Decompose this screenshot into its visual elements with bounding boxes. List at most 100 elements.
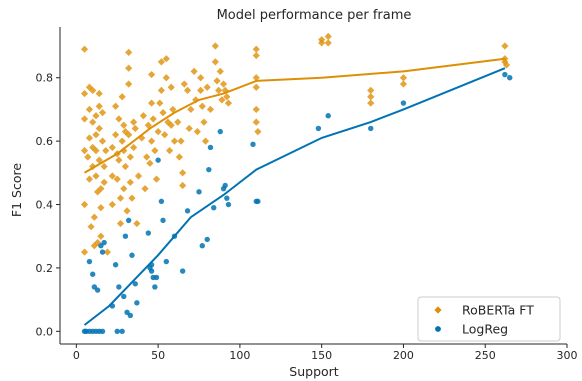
roberta-ft-point [367, 99, 375, 107]
roberta-ft-point [115, 156, 123, 164]
y-tick-label: 0.8 [36, 72, 54, 85]
roberta-ft-point [211, 42, 219, 50]
roberta-ft-point [129, 118, 138, 126]
roberta-ft-trend-line [83, 57, 506, 174]
roberta-ft-point [190, 67, 198, 75]
y-tick-label: 0.4 [36, 199, 54, 212]
roberta-ft-point [125, 64, 133, 72]
roberta-ft-point [123, 207, 131, 215]
roberta-ft-point [159, 108, 167, 117]
roberta-ft-point [144, 121, 152, 129]
roberta-ft-point [131, 124, 139, 133]
legend-box [417, 296, 561, 342]
logreg-point [204, 236, 210, 243]
roberta-ft-point [80, 115, 89, 123]
logreg-point [199, 243, 205, 249]
roberta-ft-point [141, 185, 149, 193]
y-tick-label: 0.0 [36, 325, 54, 338]
logreg-point [153, 274, 160, 281]
roberta-ft-point [118, 93, 126, 101]
logreg-point [184, 208, 191, 214]
roberta-ft-point [139, 112, 148, 120]
logreg-point [90, 271, 96, 277]
roberta-ft-point [112, 131, 120, 139]
roberta-ft-point [116, 194, 125, 202]
y-tick-label: 0.6 [36, 135, 54, 148]
roberta-ft-point [201, 137, 210, 145]
roberta-ft-point [193, 128, 201, 136]
logreg-point [325, 113, 331, 119]
roberta-ft-point [152, 175, 161, 183]
axes: 0 50 100 150 200 250 300 0.0 0.2 0.4 0.6 0.8 [36, 27, 578, 362]
roberta-ft-point [85, 175, 94, 183]
roberta-ft-point [203, 83, 211, 91]
roberta-ft-point [211, 58, 219, 66]
roberta-ft-point [108, 172, 116, 180]
roberta-ft-point [95, 124, 103, 133]
roberta-ft-point [98, 108, 107, 117]
roberta-ft-point [120, 185, 128, 193]
logreg-point [160, 217, 166, 224]
logreg-point [148, 268, 155, 274]
roberta-ft-point [200, 118, 208, 126]
roberta-ft-point [157, 86, 165, 94]
roberta-ft-point [97, 204, 105, 212]
roberta-ft-point [92, 112, 100, 120]
roberta-ft-point [108, 143, 116, 152]
roberta-ft-point [147, 70, 156, 79]
roberta-ft-point [252, 74, 260, 82]
logreg-point [222, 182, 228, 189]
logreg-point [507, 75, 513, 81]
logreg-point [315, 125, 322, 132]
roberta-ft-point [187, 105, 195, 114]
roberta-ft-point [129, 143, 138, 152]
legend: RoBERTa FT LogReg [417, 296, 561, 342]
logreg-point [99, 328, 106, 335]
logreg-point [119, 328, 125, 335]
roberta-ft-point [367, 93, 375, 101]
y-tick-label: 0.2 [36, 262, 54, 275]
roberta-ft-point [146, 159, 154, 167]
x-tick-label: 150 [311, 349, 332, 362]
logreg-point [163, 258, 170, 265]
roberta-ft-point [100, 178, 108, 186]
roberta-ft-point [89, 118, 97, 126]
roberta-ft-point [89, 86, 97, 94]
roberta-ft-point [118, 137, 126, 145]
logreg-trend-line [83, 67, 506, 326]
logreg-point [134, 300, 140, 306]
roberta-ft-point [177, 137, 185, 145]
roberta-ft-point [95, 102, 103, 110]
logreg-point [207, 144, 214, 151]
roberta-ft-point [197, 74, 205, 82]
roberta-ft-point [95, 89, 103, 98]
roberta-ft-point [399, 80, 408, 88]
roberta-ft-point [252, 51, 260, 60]
logreg-point [122, 233, 129, 239]
roberta-ft-point [85, 134, 94, 142]
roberta-ft-point [179, 181, 187, 190]
logreg-point [196, 189, 202, 195]
roberta-ft-point [95, 156, 103, 164]
roberta-ft-point [501, 42, 509, 50]
roberta-ft-point [324, 39, 332, 47]
x-tick-label: 100 [229, 349, 250, 362]
roberta-ft-point [224, 99, 233, 107]
roberta-ft-point [98, 137, 107, 145]
roberta-ft-point [113, 175, 121, 183]
roberta-ft-point [125, 131, 133, 139]
logreg-point [368, 125, 374, 132]
roberta-ft-point [80, 147, 89, 155]
roberta-ft-point [80, 89, 89, 98]
roberta-ft-point [162, 55, 170, 63]
logreg-point [158, 198, 165, 205]
logreg-point [127, 312, 134, 319]
roberta-ft-point [115, 115, 123, 123]
x-axis-label: Support [289, 364, 339, 379]
roberta-ft-point [252, 45, 260, 53]
roberta-ft-point [80, 45, 89, 53]
logreg-point [225, 201, 232, 208]
roberta-ft-point [108, 200, 116, 209]
x-tick-label: 50 [151, 349, 165, 362]
